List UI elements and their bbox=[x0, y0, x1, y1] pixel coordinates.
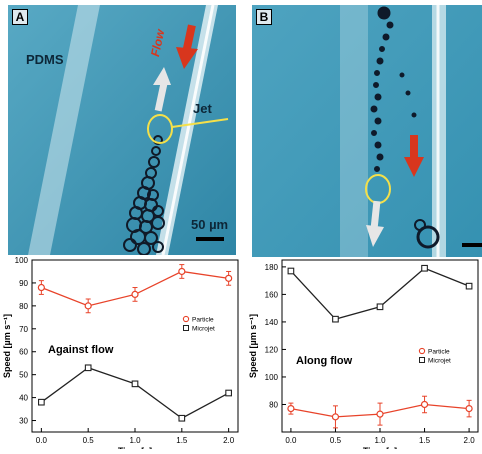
micrograph-a: A PDMS Flow Jet 50 µm bbox=[8, 5, 236, 255]
jet-label: Jet bbox=[193, 101, 212, 116]
legend-label-microjet: Microjet bbox=[192, 326, 215, 333]
panel-letter-b: B bbox=[256, 9, 272, 25]
legend-label-particle: Particle bbox=[192, 317, 214, 324]
point-microjet bbox=[332, 315, 339, 323]
y-tick-label: 80 bbox=[269, 400, 278, 409]
x-tick-label: 2.0 bbox=[223, 436, 235, 445]
point-particle bbox=[331, 413, 340, 421]
point-microjet bbox=[178, 414, 186, 422]
bubble-cluster bbox=[123, 135, 165, 255]
jet-pointer-line bbox=[171, 118, 229, 128]
y-tick-label: 30 bbox=[19, 417, 28, 426]
point-microjet bbox=[376, 303, 384, 311]
point-particle bbox=[376, 410, 384, 418]
y-tick-label: 50 bbox=[19, 371, 28, 380]
legend-marker-particle bbox=[182, 315, 190, 323]
x-tick-label: 2.0 bbox=[464, 436, 476, 445]
jet-direction-arrow bbox=[153, 67, 171, 112]
series-line-microjet bbox=[290, 267, 470, 320]
point-microjet bbox=[225, 389, 232, 397]
panel-letter-a: A bbox=[12, 9, 28, 25]
y-tick-label: 60 bbox=[19, 348, 28, 357]
point-particle bbox=[37, 283, 45, 292]
legend-marker-microjet bbox=[419, 357, 425, 363]
point-particle bbox=[420, 400, 429, 409]
series-line-microjet bbox=[40, 367, 229, 420]
legend-label-microjet: Microjet bbox=[428, 358, 451, 365]
point-particle bbox=[287, 405, 295, 413]
y-tick-label: 40 bbox=[19, 394, 28, 403]
micrograph-a-drawing bbox=[8, 5, 236, 255]
scale-bar bbox=[196, 237, 224, 241]
flow-direction-arrow bbox=[176, 24, 198, 69]
jet-direction-arrow bbox=[366, 200, 384, 247]
jet-highlight-circle bbox=[147, 114, 173, 144]
x-tick-label: 0.5 bbox=[83, 436, 95, 445]
point-microjet bbox=[38, 398, 45, 406]
chart-annotation: Against flow bbox=[48, 344, 114, 356]
point-particle bbox=[465, 405, 473, 413]
y-axis-label: Speed [µm s⁻¹] bbox=[2, 314, 12, 378]
chart-annotation: Along flow bbox=[296, 355, 353, 367]
x-tick-label: 0.5 bbox=[330, 436, 342, 445]
point-particle bbox=[131, 290, 139, 299]
point-microjet bbox=[421, 264, 428, 272]
point-microjet bbox=[287, 267, 295, 275]
micrograph-b: B bbox=[252, 5, 482, 257]
point-microjet bbox=[84, 364, 92, 372]
legend-marker-microjet bbox=[183, 325, 189, 331]
micrograph-b-drawing bbox=[252, 5, 482, 257]
y-tick-label: 80 bbox=[19, 302, 28, 311]
pdms-label: PDMS bbox=[26, 52, 64, 67]
point-microjet bbox=[131, 380, 139, 388]
y-tick-label: 160 bbox=[265, 290, 279, 299]
channel-wall-left bbox=[28, 5, 100, 255]
x-tick-label: 1.0 bbox=[374, 436, 386, 445]
legend-label-particle: Particle bbox=[428, 349, 450, 356]
point-microjet bbox=[465, 282, 473, 290]
x-tick-label: 1.5 bbox=[419, 436, 431, 445]
y-tick-label: 120 bbox=[265, 345, 279, 354]
y-tick-label: 100 bbox=[265, 373, 279, 382]
x-tick-label: 0.0 bbox=[285, 436, 297, 445]
y-tick-label: 100 bbox=[15, 256, 29, 265]
y-tick-label: 90 bbox=[19, 279, 28, 288]
y-tick-label: 180 bbox=[265, 263, 279, 272]
y-tick-label: 70 bbox=[19, 325, 28, 334]
scale-bar bbox=[462, 243, 482, 247]
x-tick-label: 0.0 bbox=[36, 436, 48, 445]
scale-label: 50 µm bbox=[191, 217, 229, 232]
channel-wall-left bbox=[340, 5, 368, 257]
y-tick-label: 140 bbox=[265, 318, 279, 327]
point-particle bbox=[84, 302, 92, 310]
bubble-trail bbox=[370, 6, 417, 172]
x-tick-label: 1.5 bbox=[176, 436, 188, 445]
point-particle bbox=[225, 274, 233, 282]
legend-marker-particle bbox=[418, 347, 426, 355]
point-particle bbox=[178, 267, 186, 276]
flow-direction-arrow bbox=[404, 135, 424, 177]
x-tick-label: 1.0 bbox=[129, 436, 141, 445]
y-axis-label: Speed [µm s⁻¹] bbox=[248, 314, 258, 378]
